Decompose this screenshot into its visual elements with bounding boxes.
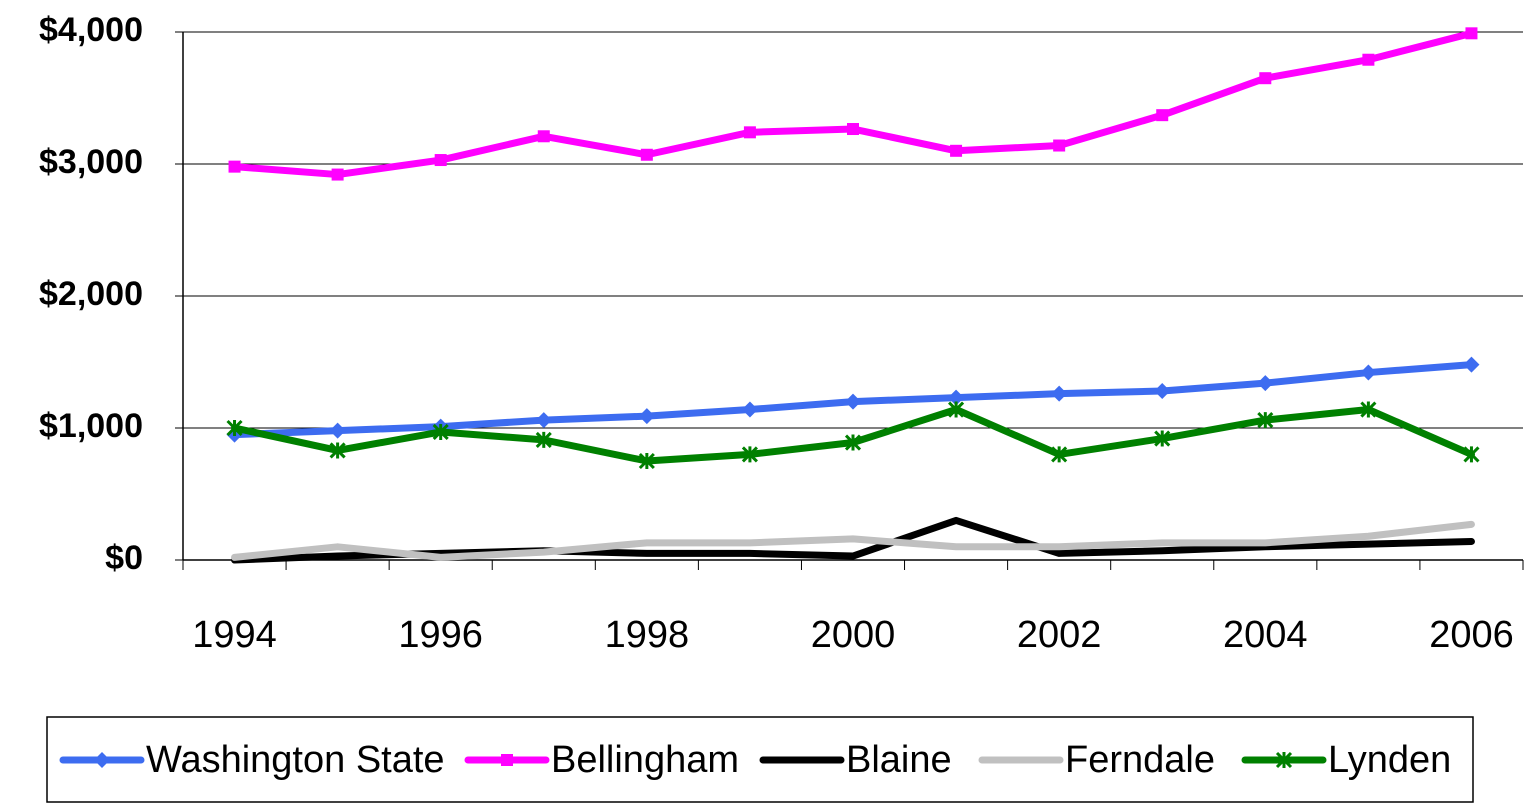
marker bbox=[331, 168, 344, 181]
x-tick-label: 2006 bbox=[1429, 614, 1514, 656]
x-tick-label: 1996 bbox=[398, 614, 483, 656]
legend-label: Bellingham bbox=[551, 739, 739, 781]
marker bbox=[741, 446, 758, 463]
marker bbox=[948, 389, 965, 406]
legend-box bbox=[46, 716, 1474, 803]
marker bbox=[1051, 446, 1068, 463]
marker bbox=[1257, 375, 1274, 392]
marker bbox=[1463, 446, 1480, 463]
y-tick-label: $0 bbox=[105, 539, 143, 577]
marker bbox=[501, 754, 513, 766]
series-line bbox=[231, 520, 1475, 561]
marker bbox=[1360, 364, 1377, 381]
legend-label: Washington State bbox=[146, 739, 445, 781]
marker bbox=[329, 442, 346, 459]
y-tick-label: $3,000 bbox=[39, 143, 143, 181]
marker bbox=[1275, 751, 1293, 769]
marker bbox=[743, 126, 756, 139]
marker bbox=[1362, 53, 1375, 66]
marker bbox=[432, 423, 449, 441]
marker bbox=[741, 401, 758, 418]
marker bbox=[226, 419, 243, 437]
x-tick-label: 2002 bbox=[1017, 614, 1102, 656]
x-tick-label: 2000 bbox=[811, 614, 896, 656]
marker bbox=[638, 408, 655, 425]
legend-label: Blaine bbox=[846, 739, 952, 781]
marker bbox=[638, 452, 655, 470]
marker bbox=[434, 154, 447, 167]
marker bbox=[1154, 383, 1171, 400]
series-line bbox=[231, 516, 1475, 564]
marker bbox=[948, 401, 965, 418]
marker bbox=[640, 148, 653, 161]
marker bbox=[535, 431, 552, 448]
marker bbox=[94, 752, 110, 768]
x-tick-label: 1994 bbox=[192, 614, 277, 656]
y-tick-label: $1,000 bbox=[39, 407, 143, 445]
marker bbox=[950, 144, 963, 157]
legend-label: Ferndale bbox=[1065, 739, 1215, 781]
marker bbox=[847, 123, 859, 136]
marker bbox=[329, 422, 346, 439]
marker bbox=[535, 412, 552, 429]
x-tick-label: 2004 bbox=[1223, 614, 1308, 656]
legend-label: Lynden bbox=[1328, 739, 1451, 781]
series-line bbox=[231, 29, 1475, 179]
marker bbox=[1154, 430, 1171, 447]
marker bbox=[1053, 139, 1066, 152]
marker bbox=[1360, 401, 1377, 418]
x-tick-label: 1998 bbox=[605, 614, 690, 656]
marker bbox=[1465, 27, 1478, 40]
marker bbox=[228, 160, 241, 173]
y-tick-label: $2,000 bbox=[39, 275, 143, 313]
marker bbox=[844, 434, 862, 451]
y-tick-label: $4,000 bbox=[39, 11, 143, 49]
marker bbox=[1463, 356, 1480, 373]
marker bbox=[1156, 109, 1169, 122]
marker bbox=[1257, 412, 1274, 429]
marker bbox=[1051, 385, 1068, 402]
marker bbox=[537, 130, 550, 143]
marker bbox=[845, 393, 861, 410]
marker bbox=[1259, 72, 1272, 85]
